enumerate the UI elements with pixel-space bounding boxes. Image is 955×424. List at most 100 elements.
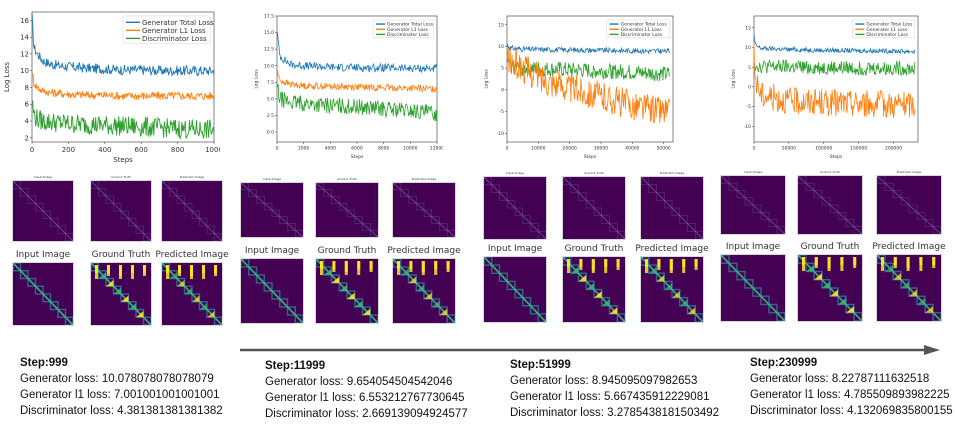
y-tick-label: 15.0 (264, 30, 274, 36)
x-tick-label: 0 (30, 146, 34, 154)
small-input-label: Input Image (262, 177, 282, 181)
step-label: Step:11999 (265, 360, 326, 372)
matrix-pattern (392, 258, 456, 324)
discriminator-loss: Discriminator loss: 4.381381381381382 (20, 405, 223, 417)
loss-chart-1: 2 4 6 8 10 12 14 16 0 200 400 600 800 1000 Steps Log Lo… (2, 6, 220, 164)
big-truth-label: Ground Truth (564, 244, 624, 254)
x-tick-label: 0 (506, 146, 509, 152)
y-tick-label: 14 (20, 34, 29, 42)
x-axis-label: Steps (113, 156, 133, 164)
y-tick-label: -10 (497, 131, 504, 137)
series-line-total (753, 34, 916, 55)
y-tick-label: 5 (501, 66, 504, 72)
y-tick-label: 8 (25, 84, 29, 92)
small-pred-label: Predicted Image (411, 177, 437, 181)
y-tick-label: 12.5 (264, 47, 274, 53)
y-tick-label: 7.5 (267, 80, 274, 86)
x-tick-label: 10000 (403, 146, 417, 152)
matrix-pattern (12, 262, 74, 326)
y-tick-label: 10.0 (264, 63, 274, 69)
legend-box (606, 19, 670, 38)
matrix-pattern (315, 182, 379, 238)
x-tick-label: 400 (98, 146, 111, 154)
big-truth-image (90, 262, 152, 326)
generator-l1-loss: Generator l1 loss: 7.001001001001001 (20, 389, 220, 401)
series-line-l1 (276, 69, 438, 94)
matrix-pattern (562, 176, 626, 240)
legend-label-l1: Generator L1 Loss (387, 27, 429, 33)
small-input-image (12, 180, 74, 242)
big-pred-label: Predicted Image (387, 246, 461, 256)
small-truth-label: Ground Truth (820, 170, 840, 174)
y-tick-label: 10 (498, 44, 504, 50)
x-tick-label: 50000 (782, 146, 796, 152)
y-tick-label: 2.5 (267, 113, 274, 119)
loss-chart-4-svg: -10 -5 0 5 10 15 0 50000 100000 150000 200000 Steps… (731, 15, 919, 160)
generator-l1-loss: Generator l1 loss: 6.553212767730645 (265, 392, 465, 404)
big-pred-label: Predicted Image (155, 250, 229, 260)
big-input-image (12, 262, 74, 326)
big-input-label: Input Image (15, 250, 71, 260)
loss-chart-2-svg: 0.0 2.5 5.0 7.5 10.0 12.5 15.0 17.5 0 2000 4000 600… (254, 14, 444, 160)
generator-loss: Generator loss: 8.945095097982653 (510, 375, 698, 387)
big-pred-label: Predicted Image (872, 242, 946, 252)
matrix-pattern (797, 254, 863, 322)
x-tick-label: 1000 (205, 146, 220, 154)
series-line-disc (276, 83, 438, 122)
matrix-pattern (720, 175, 786, 235)
series-line-total (276, 31, 438, 74)
series-line-l1 (31, 73, 215, 101)
step-label: Step:51999 (510, 359, 571, 371)
generator-l1-loss: Generator l1 loss: 5.667435912229081 (510, 391, 710, 403)
matrix-pattern (483, 256, 547, 323)
y-tick-label: 2 (25, 134, 29, 142)
series-line-total (31, 12, 215, 77)
y-axis-label: Log Loss (484, 69, 490, 89)
y-tick-label: 5.0 (267, 96, 274, 102)
x-axis-label: Steps (584, 154, 597, 160)
small-pred-image (392, 182, 456, 238)
matrix-pattern (161, 180, 223, 242)
stats-block-3: Step:51999 Generator loss: 8.94509509798… (510, 357, 719, 421)
big-pred-image (640, 256, 704, 323)
x-tick-label: 150000 (850, 146, 867, 152)
series-line-disc (506, 52, 671, 82)
big-input-image (720, 254, 786, 322)
legend-label-total: Generator Total Loss (866, 22, 913, 28)
matrix-pattern (12, 180, 74, 242)
matrix-pattern (240, 258, 304, 324)
legend-label-disc: Discriminator Loss (866, 32, 908, 38)
x-tick-label: 8000 (378, 146, 390, 152)
y-axis-label: Log Loss (254, 69, 260, 89)
y-tick-label: 17.5 (264, 14, 274, 20)
loss-chart-3: -10 -5 0 5 10 15 0 10000 20000 30000 40000 50000 Ste… (483, 10, 679, 160)
big-truth-label: Ground Truth (91, 250, 151, 260)
big-pred-label: Predicted Image (635, 244, 709, 254)
series-line-total (506, 43, 671, 55)
matrix-pattern (797, 175, 863, 235)
x-tick-label: 40000 (625, 146, 639, 152)
x-tick-label: 200 (62, 146, 75, 154)
x-tick-label: 20000 (562, 146, 576, 152)
matrix-pattern (562, 256, 626, 323)
x-tick-label: 10000 (531, 146, 545, 152)
big-input-image (240, 258, 304, 324)
small-truth-image (797, 175, 863, 235)
matrix-pattern (315, 258, 379, 324)
small-truth-image (562, 176, 626, 240)
x-tick-label: 2000 (298, 146, 310, 152)
big-input-image (483, 256, 547, 323)
big-pred-image (392, 258, 456, 324)
y-tick-label: -5 (500, 109, 505, 115)
series-line-disc (753, 59, 916, 77)
stats-block-2: Step:11999 Generator loss: 9.65405450454… (265, 358, 468, 422)
small-input-image (240, 182, 304, 238)
loss-chart-2: 0.0 2.5 5.0 7.5 10.0 12.5 15.0 17.5 0 2000 4000 600… (253, 10, 444, 160)
y-tick-label: 10 (745, 45, 751, 51)
x-tick-label: 600 (135, 146, 148, 154)
legend-label-l1: Generator L1 Loss (621, 27, 663, 33)
big-truth-label: Ground Truth (317, 246, 377, 256)
generator-loss: Generator loss: 8.22787111632518 (750, 373, 930, 385)
y-tick-label: 0 (748, 84, 751, 90)
small-pred-label: Predicted Image (179, 175, 205, 179)
